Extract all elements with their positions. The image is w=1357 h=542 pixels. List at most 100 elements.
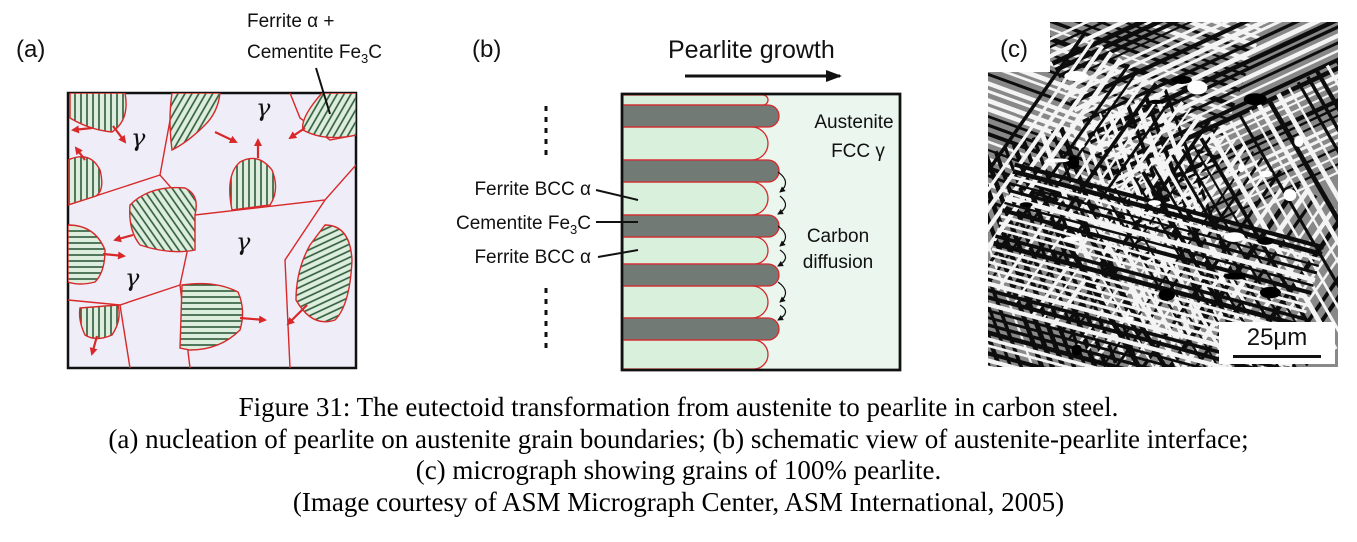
lamellae: [622, 94, 780, 370]
lamella-stripe: [996, 227, 1307, 314]
lamella-stripe: [988, 174, 1014, 367]
carbon-diffusion-arrows: [777, 171, 787, 321]
micrograph-speck: [1019, 202, 1033, 208]
pearlite-colony: [129, 186, 197, 253]
micrograph-speck: [1148, 99, 1164, 105]
lamella-stripe: [991, 247, 1302, 334]
pearlite-colony: [69, 93, 127, 133]
lamella-stripe: [1345, 54, 1357, 272]
ferrite-lamella: [622, 94, 769, 106]
ferrite-lamella: [622, 285, 769, 319]
panel-c: (c): [890, 22, 1357, 385]
lamella-stripe: [1054, 22, 1338, 73]
cementite-lamella: [622, 214, 780, 238]
cementite-label: Cementite Fe3C: [456, 213, 591, 237]
micrograph-speck: [1045, 158, 1070, 163]
lamella-stripe: [1067, 22, 1338, 98]
lamella-stripe: [1098, 26, 1338, 164]
lamella-stripe: [988, 181, 996, 367]
panel-a-label: (a): [16, 36, 45, 63]
micrograph-speck: [1294, 136, 1304, 147]
lamella-stripe: [988, 22, 1266, 25]
lamella-stripe: [1060, 22, 1338, 84]
lamella-stripe: [988, 51, 1114, 267]
lamella-stripe: [890, 188, 977, 385]
lamella-stripe: [988, 293, 1290, 367]
lamella-stripe: [1023, 94, 1175, 310]
lamella-stripe: [1083, 204, 1212, 367]
figure-caption: Figure 31: The eutectoid transformation …: [0, 392, 1357, 518]
lamella-stripe: [988, 22, 1255, 55]
lamella-stripe: [1014, 162, 1325, 250]
panel-c-label: (c): [1000, 36, 1028, 63]
ferrite-top-label: Ferrite BCC α: [474, 179, 591, 200]
micrograph-speck: [1259, 286, 1281, 299]
figure-31: (a): [16, 11, 1357, 385]
lamella-stripe: [988, 312, 1285, 367]
lamella-stripe: [998, 221, 1309, 308]
micrograph-speck: [1257, 237, 1274, 245]
diffusion-label: diffusion: [803, 252, 873, 273]
micrograph-speck: [1064, 70, 1088, 82]
micrograph-speck: [1075, 142, 1085, 149]
lamella-stripe: [992, 240, 1304, 329]
lamella-stripe: [1058, 119, 1211, 335]
lamella-stripe: [995, 234, 1306, 321]
lamella-stripe: [1249, 109, 1338, 328]
micrograph: [890, 22, 1357, 385]
micrograph-speck: [1071, 344, 1082, 356]
lamella-stripe: [901, 185, 986, 385]
ferrite-bottom-leader: [597, 249, 639, 258]
lamella-stripe: [988, 44, 1105, 261]
lamella-stripe: [1119, 72, 1338, 211]
label-tab: [988, 22, 1050, 72]
lamella-stripe: [988, 267, 1297, 353]
callout-cementite: Cementite Fe3C: [247, 42, 382, 66]
lamella-stripe: [1266, 98, 1338, 318]
grain-structure: [68, 93, 356, 368]
scale-bar: [1233, 355, 1321, 358]
lamella-stripe: [1004, 201, 1314, 287]
lamella-stripe: [988, 299, 1288, 367]
lamella-stripe: [988, 306, 1286, 367]
lamella-stripe: [1005, 195, 1316, 283]
lamella-stripe: [1007, 188, 1318, 275]
lamella-stripe: [990, 253, 1300, 340]
scale-bar-box: 25μm: [1219, 322, 1335, 364]
ferrite-bottom-label: Ferrite BCC α: [474, 247, 591, 268]
cementite-lamella: [622, 263, 780, 287]
lamella-stripe: [988, 63, 1131, 279]
lamellar-texture: [890, 22, 1357, 385]
lamella-stripe: [988, 338, 1278, 367]
lamella-stripe: [1009, 182, 1320, 268]
micrograph-speck: [1148, 200, 1161, 206]
micrograph-speck: [1243, 93, 1268, 106]
lamella-stripe: [1238, 114, 1338, 334]
austenite-symbol: γ: [125, 264, 140, 292]
austenite-symbol: γ: [236, 228, 251, 256]
lamella-stripe: [1063, 22, 1338, 91]
caption-line: Figure 31: The eutectoid transformation …: [238, 392, 1119, 422]
micrograph-speck: [1218, 276, 1225, 282]
lamella-stripe: [1287, 87, 1338, 305]
ferrite-lamella: [622, 339, 769, 370]
ferrite-lamella: [622, 236, 769, 265]
scale-label: 25μm: [1246, 324, 1308, 351]
lamella-stripe: [958, 372, 1268, 385]
lamella-stripe: [1256, 103, 1338, 323]
ferrite-top-leader: [595, 189, 639, 201]
lamella-stripe: [1070, 22, 1338, 106]
pearlite-colony: [179, 282, 244, 351]
pearlite-colony: [295, 224, 353, 323]
micrograph-speck: [1187, 80, 1208, 95]
callout-ferrite: Ferrite α +: [247, 11, 335, 32]
lamella-stripe: [988, 365, 1271, 367]
lamella-stripe: [988, 332, 1279, 367]
lamella-stripe: [988, 22, 1247, 77]
ferrite-lamella: [622, 181, 769, 216]
lamella-stripe: [1057, 22, 1338, 79]
caption-line: (Image courtesy of ASM Micrograph Center…: [292, 486, 1065, 517]
micrograph-speck: [1259, 170, 1273, 178]
panel-b-label: (b): [472, 36, 501, 63]
lamella-stripe: [1122, 79, 1338, 217]
